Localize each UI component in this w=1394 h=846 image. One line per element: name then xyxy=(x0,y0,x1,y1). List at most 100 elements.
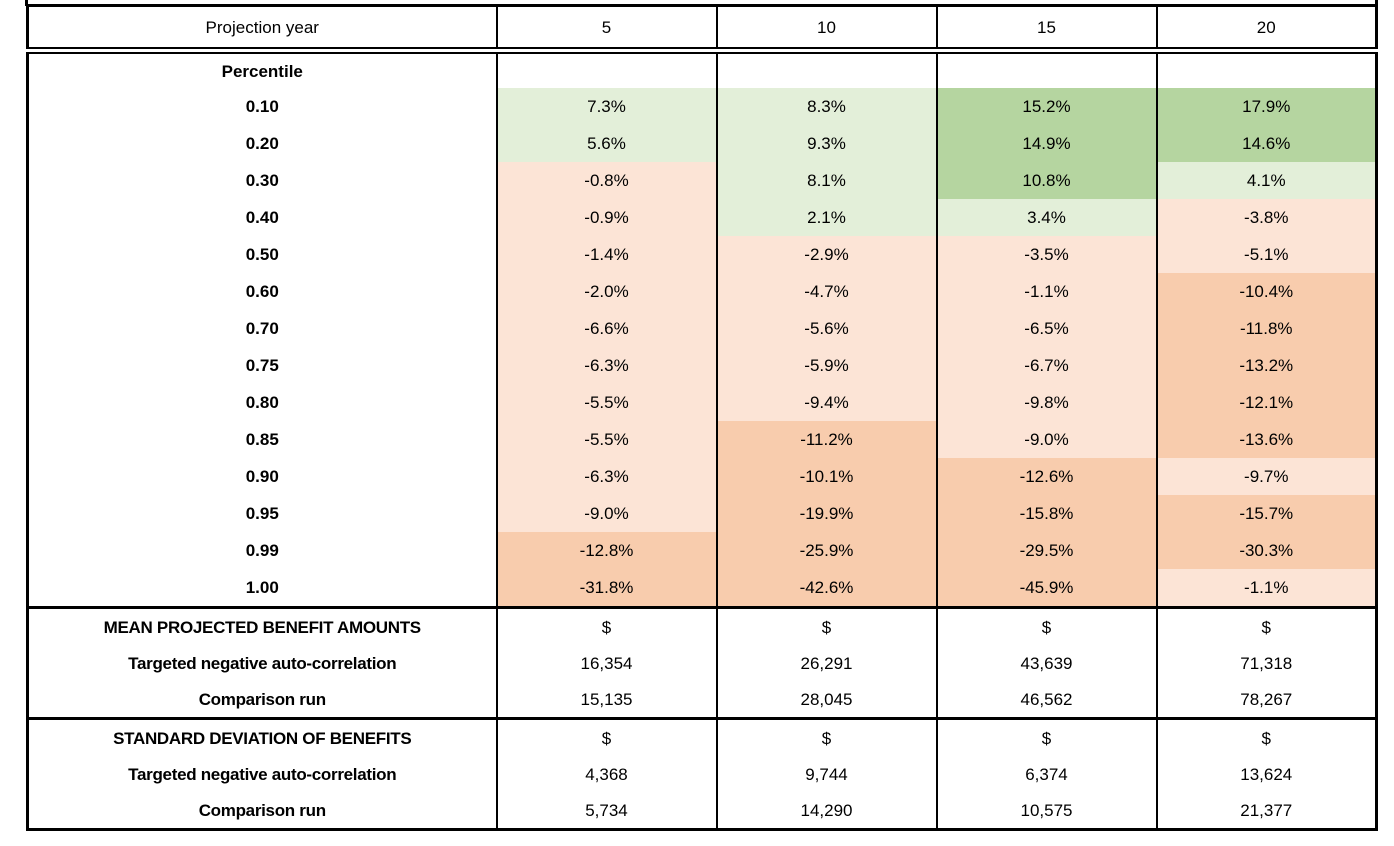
table-row: 0.99 -12.8% -25.9% -29.5% -30.3% xyxy=(28,532,1377,569)
value-cell: 78,267 xyxy=(1155,681,1377,719)
table-row: 0.90 -6.3% -10.1% -12.6% -9.7% xyxy=(28,458,1377,495)
mean-section-title: MEAN PROJECTED BENEFIT AMOUNTS xyxy=(27,606,497,645)
percentile-label: 0.20 xyxy=(245,134,279,153)
dollar-sign-cell: $ xyxy=(495,606,717,645)
dollar-sign-cell: $ xyxy=(1155,717,1377,756)
heatmap-cell: -5.1% xyxy=(1155,236,1377,273)
heatmap-cell: -6.6% xyxy=(495,310,717,347)
heatmap-cell: 3.4% xyxy=(935,199,1157,236)
row-label-comparison: Comparison run xyxy=(198,800,326,820)
heatmap-cell: -19.9% xyxy=(715,495,937,532)
heatmap-cell: -11.8% xyxy=(1155,310,1377,347)
percentile-label: 0.99 xyxy=(245,541,279,560)
heatmap-cell: -6.7% xyxy=(935,347,1157,384)
heatmap-cell: -15.8% xyxy=(935,495,1157,532)
value-cell: 15,135 xyxy=(495,681,717,719)
mean-section-header-row: MEAN PROJECTED BENEFIT AMOUNTS $ $ $ $ xyxy=(27,606,1377,645)
header-year-15: 15 xyxy=(935,5,1157,54)
heatmap-cell: -3.8% xyxy=(1155,199,1377,236)
dollar-sign-cell: $ xyxy=(935,717,1157,756)
percentile-label: 0.30 xyxy=(245,171,279,190)
heatmap-cell: -5.5% xyxy=(495,384,717,421)
empty-cell xyxy=(935,50,1157,88)
heatmap-cell: -6.3% xyxy=(495,458,717,495)
header-year-10: 10 xyxy=(715,5,937,54)
empty-cell xyxy=(495,50,717,88)
row-label-targeted: Targeted negative auto-correlation xyxy=(128,653,397,673)
dollar-sign-cell: $ xyxy=(495,717,717,756)
heatmap-cell: -13.6% xyxy=(1155,421,1377,458)
std-section-header-row: STANDARD DEVIATION OF BENEFITS $ $ $ $ xyxy=(27,717,1377,756)
value-cell: 13,624 xyxy=(1155,756,1377,792)
table-row: 0.30 -0.8% 8.1% 10.8% 4.1% xyxy=(28,162,1377,199)
heatmap-cell: -0.9% xyxy=(495,199,717,236)
percentile-label: 0.60 xyxy=(245,282,279,301)
table-left-border-stub xyxy=(25,0,28,6)
heatmap-cell: -5.5% xyxy=(495,421,717,458)
heatmap-cell: 9.3% xyxy=(715,125,937,162)
value-cell: 9,744 xyxy=(715,756,937,792)
value-cell: 6,374 xyxy=(935,756,1157,792)
percentile-label: 0.50 xyxy=(245,245,279,264)
heatmap-cell: -31.8% xyxy=(495,569,717,608)
table-row: 1.00 -31.8% -42.6% -45.9% -1.1% xyxy=(28,569,1377,608)
table-row: 0.95 -9.0% -19.9% -15.8% -15.7% xyxy=(28,495,1377,532)
row-label-comparison: Comparison run xyxy=(198,689,326,709)
table-row: 0.85 -5.5% -11.2% -9.0% -13.6% xyxy=(28,421,1377,458)
heatmap-cell: -2.9% xyxy=(715,236,937,273)
heatmap-cell: 8.1% xyxy=(715,162,937,199)
dollar-sign-cell: $ xyxy=(935,606,1157,645)
heatmap-cell: -9.0% xyxy=(935,421,1157,458)
heatmap-cell: -9.4% xyxy=(715,384,937,421)
table-right-border-stub xyxy=(1375,0,1378,6)
heatmap-cell: -3.5% xyxy=(935,236,1157,273)
percentile-label: 1.00 xyxy=(245,578,279,597)
heatmap-cell: -13.2% xyxy=(1155,347,1377,384)
value-cell: 10,575 xyxy=(935,792,1157,830)
percentile-label: 0.85 xyxy=(245,430,279,449)
heatmap-cell: 2.1% xyxy=(715,199,937,236)
table-row: 0.75 -6.3% -5.9% -6.7% -13.2% xyxy=(28,347,1377,384)
heatmap-cell: -1.1% xyxy=(1155,569,1377,608)
table-row: 0.70 -6.6% -5.6% -6.5% -11.8% xyxy=(28,310,1377,347)
value-cell: 46,562 xyxy=(935,681,1157,719)
heatmap-cell: -6.3% xyxy=(495,347,717,384)
heatmap-cell: -12.1% xyxy=(1155,384,1377,421)
value-cell: 16,354 xyxy=(495,645,717,681)
heatmap-cell: -9.8% xyxy=(935,384,1157,421)
value-cell: 5,734 xyxy=(495,792,717,830)
header-projection-year: Projection year xyxy=(27,5,497,54)
percentile-label: 0.95 xyxy=(245,504,279,523)
heatmap-cell: -0.8% xyxy=(495,162,717,199)
heatmap-cell: -2.0% xyxy=(495,273,717,310)
heatmap-cell: -9.0% xyxy=(495,495,717,532)
heatmap-cell: 17.9% xyxy=(1155,88,1377,125)
row-label-targeted: Targeted negative auto-correlation xyxy=(128,764,397,784)
heatmap-cell: -6.5% xyxy=(935,310,1157,347)
header-year-5: 5 xyxy=(495,5,717,54)
table-row: 0.40 -0.9% 2.1% 3.4% -3.8% xyxy=(28,199,1377,236)
percentile-label: 0.70 xyxy=(245,319,279,338)
table-row: 0.50 -1.4% -2.9% -3.5% -5.1% xyxy=(28,236,1377,273)
std-section-title: STANDARD DEVIATION OF BENEFITS xyxy=(27,717,497,756)
heatmap-cell: -5.6% xyxy=(715,310,937,347)
heatmap-cell: -1.4% xyxy=(495,236,717,273)
table-row: 0.80 -5.5% -9.4% -9.8% -12.1% xyxy=(28,384,1377,421)
value-cell: 21,377 xyxy=(1155,792,1377,830)
percentile-label: 0.10 xyxy=(245,97,279,116)
heatmap-cell: 15.2% xyxy=(935,88,1157,125)
table-row: 0.10 7.3% 8.3% 15.2% 17.9% xyxy=(28,88,1377,125)
heatmap-cell: -4.7% xyxy=(715,273,937,310)
heatmap-cell: 10.8% xyxy=(935,162,1157,199)
percentile-label: 0.80 xyxy=(245,393,279,412)
heatmap-cell: 5.6% xyxy=(495,125,717,162)
heatmap-cell: -30.3% xyxy=(1155,532,1377,569)
heatmap-cell: -45.9% xyxy=(935,569,1157,608)
table-row: Targeted negative auto-correlation 16,35… xyxy=(28,645,1377,681)
dollar-sign-cell: $ xyxy=(715,606,937,645)
projection-table: Projection year 5 10 15 20 Percentile 0.… xyxy=(26,4,1378,831)
percentile-label: 0.75 xyxy=(245,356,279,375)
heatmap-cell: -25.9% xyxy=(715,532,937,569)
percentile-label: 0.40 xyxy=(245,208,279,227)
